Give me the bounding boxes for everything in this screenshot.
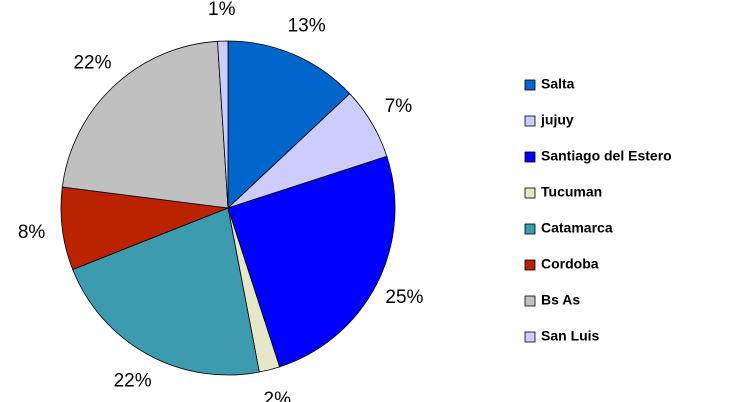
- pie-slice: [217, 40, 229, 209]
- legend-swatch: [524, 151, 536, 163]
- pie-slice: [227, 40, 351, 209]
- data-label: 2%: [264, 389, 292, 402]
- data-label: 7%: [385, 96, 413, 117]
- legend-swatch: [524, 259, 536, 271]
- pie-slice: [61, 40, 229, 209]
- legend-swatch: [524, 331, 536, 343]
- data-label: 1%: [208, 0, 236, 20]
- data-label: 13%: [288, 15, 326, 36]
- legend-label: jujuy: [540, 112, 574, 128]
- legend-label: San Luis: [541, 328, 600, 344]
- pie-slice: [72, 207, 260, 376]
- legend-label: Tucuman: [541, 184, 602, 200]
- legend-swatch: [524, 187, 536, 199]
- legend-swatch: [524, 115, 536, 127]
- legend-label: Santiago del Estero: [541, 148, 672, 164]
- pie-slice: [227, 155, 396, 368]
- legend-swatch: [524, 79, 536, 91]
- legend-label: Salta: [541, 76, 575, 92]
- data-label: 8%: [18, 222, 46, 243]
- data-label: 25%: [385, 287, 423, 308]
- legend-swatch: [524, 223, 536, 235]
- legend-label: Catamarca: [541, 220, 613, 236]
- legend-label: Cordoba: [541, 256, 599, 272]
- legend-swatch: [524, 295, 536, 307]
- data-label: 22%: [73, 53, 111, 74]
- legend-label: Bs As: [541, 292, 580, 308]
- data-label: 22%: [114, 371, 152, 392]
